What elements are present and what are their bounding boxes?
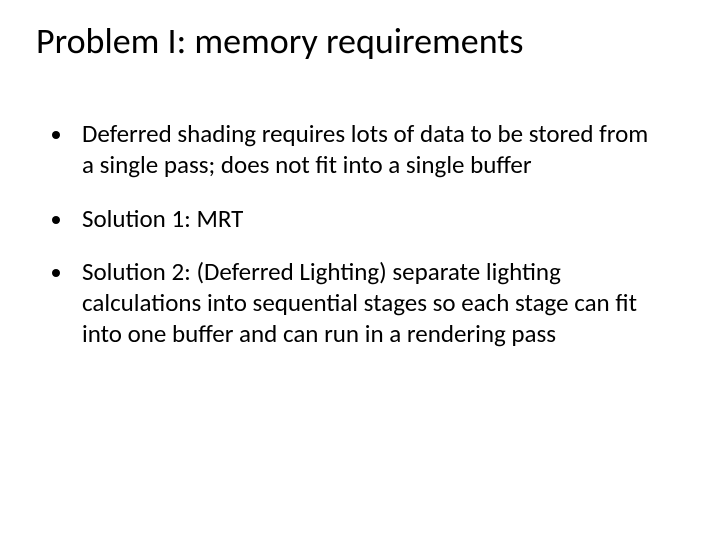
slide-body: Deferred shading requires lots of data t…	[52, 118, 660, 372]
list-item: Deferred shading requires lots of data t…	[52, 118, 660, 181]
list-item: Solution 1: MRT	[52, 203, 660, 234]
slide: Problem I: memory requirements Deferred …	[0, 0, 720, 540]
list-item-text: Solution 2: (Deferred Lighting) separate…	[82, 256, 660, 350]
bullet-icon	[52, 269, 60, 277]
bullet-icon	[52, 131, 60, 139]
bullet-icon	[52, 216, 60, 224]
slide-title: Problem I: memory requirements	[36, 22, 684, 62]
list-item-text: Deferred shading requires lots of data t…	[82, 118, 660, 181]
list-item-text: Solution 1: MRT	[82, 203, 660, 234]
list-item: Solution 2: (Deferred Lighting) separate…	[52, 256, 660, 350]
